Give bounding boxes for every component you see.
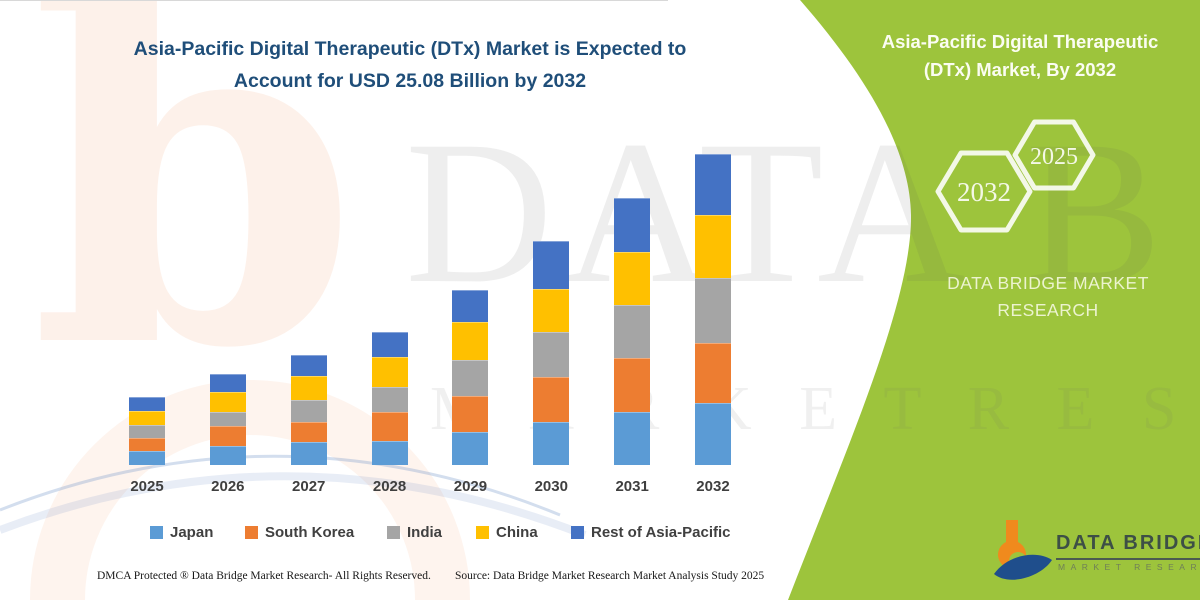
bar-segment-2025-south-korea [129, 437, 165, 451]
legend-label: India [407, 524, 443, 541]
bar-segment-2029-china [452, 321, 489, 360]
data-bridge-logo: DATA BRIDGE MARKET RESEARCH [992, 518, 1200, 590]
footer-source-text: Source: Data Bridge Market Research Mark… [455, 570, 765, 582]
legend-swatch [245, 526, 258, 539]
bar-segment-2026-rest-of-asia-pacific [209, 373, 246, 392]
bar-segment-2029-japan [452, 431, 489, 465]
legend-item-japan: Japan [150, 524, 213, 541]
bar-segment-2030-japan [533, 421, 570, 465]
bar-segment-2032-japan [694, 402, 731, 465]
bar-segment-2030-india [533, 331, 570, 377]
legend-item-india: India [387, 524, 442, 541]
bar-segment-2025-china [129, 410, 165, 425]
footer-dmca-text: DMCA Protected ® Data Bridge Market Rese… [97, 570, 431, 582]
legend-swatch [387, 526, 400, 539]
legend-swatch [571, 526, 584, 539]
x-axis-label-2029: 2029 [453, 478, 488, 495]
bar-segment-2026-china [209, 391, 246, 412]
bar-segment-2025-japan [129, 450, 165, 465]
bar-segment-2027-south-korea [290, 421, 327, 442]
bar-segment-2027-india [290, 399, 327, 422]
bar-segment-2028-rest-of-asia-pacific [371, 331, 408, 357]
bar-segment-2028-south-korea [371, 411, 408, 441]
bar-segment-2032-china [694, 215, 731, 279]
bar-segment-2027-japan [290, 441, 327, 465]
legend-item-rest-of-asia-pacific: Rest of Asia-Pacific [571, 524, 731, 541]
x-axis-label-2028: 2028 [372, 478, 407, 495]
side-panel-brand-text: DATA BRIDGE MARKET RESEARCH [898, 270, 1198, 324]
legend-item-south-korea: South Korea [245, 524, 354, 541]
brand-text-line1: DATA BRIDGE MARKET [947, 273, 1149, 293]
bar-segment-2032-rest-of-asia-pacific [694, 154, 731, 216]
bar-segment-2032-india [694, 278, 731, 343]
watermark-swoosh [0, 454, 587, 539]
bar-segment-2029-rest-of-asia-pacific [452, 289, 489, 322]
year-hexagons: 2032 2025 [935, 119, 1096, 233]
bar-segment-2031-china [614, 252, 651, 306]
legend-label: South Korea [265, 524, 355, 541]
chart-title-line1: Asia-Pacific Digital Therapeutic (DTx) M… [133, 38, 687, 60]
x-axis-label-2027: 2027 [292, 478, 326, 495]
bar-segment-2030-south-korea [533, 376, 570, 422]
bar-segment-2030-rest-of-asia-pacific [533, 241, 570, 290]
x-axis-label-2025: 2025 [130, 478, 164, 495]
legend-label: China [496, 524, 538, 541]
chart-title: Asia-Pacific Digital Therapeutic (DTx) M… [118, 34, 702, 97]
bar-segment-2032-south-korea [694, 342, 731, 403]
x-axis-label-2030: 2030 [534, 478, 568, 495]
x-axis-line [0, 0, 668, 1]
chart-title-line2: Account for USD 25.08 Billion by 2032 [233, 69, 587, 92]
side-panel-heading-line2: (DTx) Market, By 2032 [923, 58, 1117, 80]
logo-name-text: DATA BRIDGE [1056, 532, 1200, 560]
bar-segment-2031-japan [614, 411, 651, 465]
watermark-b-logo: b [30, 0, 359, 451]
stacked-bar-chart: 2025 2026 2027 2028 2029 2030 2031 2032 Japan Sou… [0, 0, 731, 541]
bar-segment-2029-india [452, 359, 489, 396]
brand-text-line2: RESEARCH [997, 300, 1099, 321]
side-panel-heading: Asia-Pacific Digital Therapeutic (DTx) M… [852, 28, 1188, 84]
hexagon-2032-label: 2032 [957, 177, 1011, 207]
x-axis-label-2032: 2032 [696, 478, 730, 495]
hexagon-2032-outline [935, 150, 1033, 233]
bar-segment-2027-china [290, 375, 327, 400]
bar-segment-2030-china [533, 289, 570, 332]
bar-segment-2026-japan [209, 445, 246, 465]
hexagon-2025-label: 2025 [1030, 144, 1078, 170]
bar-segment-2028-india [371, 386, 408, 412]
bar-segment-2027-rest-of-asia-pacific [290, 354, 327, 376]
bar-segment-2025-india [129, 424, 165, 438]
bar-segment-2028-japan [371, 440, 408, 465]
hexagon-2025-outline [1012, 119, 1096, 191]
bar-segment-2031-india [614, 305, 651, 358]
legend-label: Rest of Asia-Pacific [591, 524, 731, 541]
data-bridge-logo-icon [994, 520, 1052, 580]
legend-label: Japan [170, 524, 214, 541]
x-axis-label-2026: 2026 [211, 478, 245, 495]
bar-segment-2026-india [209, 411, 246, 426]
bar-segment-2028-china [371, 356, 408, 387]
logo-tagline-text: MARKET RESEARCH [1058, 562, 1200, 572]
x-axis-label-2031: 2031 [615, 478, 649, 495]
bar-segment-2026-south-korea [209, 425, 246, 446]
legend-swatch [476, 526, 489, 539]
legend-swatch [150, 526, 163, 539]
bar-segment-2031-south-korea [614, 357, 651, 412]
bar-segment-2029-south-korea [452, 395, 489, 432]
legend-item-china: China [476, 524, 538, 541]
watermark-data-bridge-letters: DATA B [405, 99, 1172, 326]
side-panel-heading-line1: Asia-Pacific Digital Therapeutic [881, 31, 1159, 52]
bar-segment-2025-rest-of-asia-pacific [129, 396, 165, 411]
bar-segment-2031-rest-of-asia-pacific [614, 198, 651, 253]
